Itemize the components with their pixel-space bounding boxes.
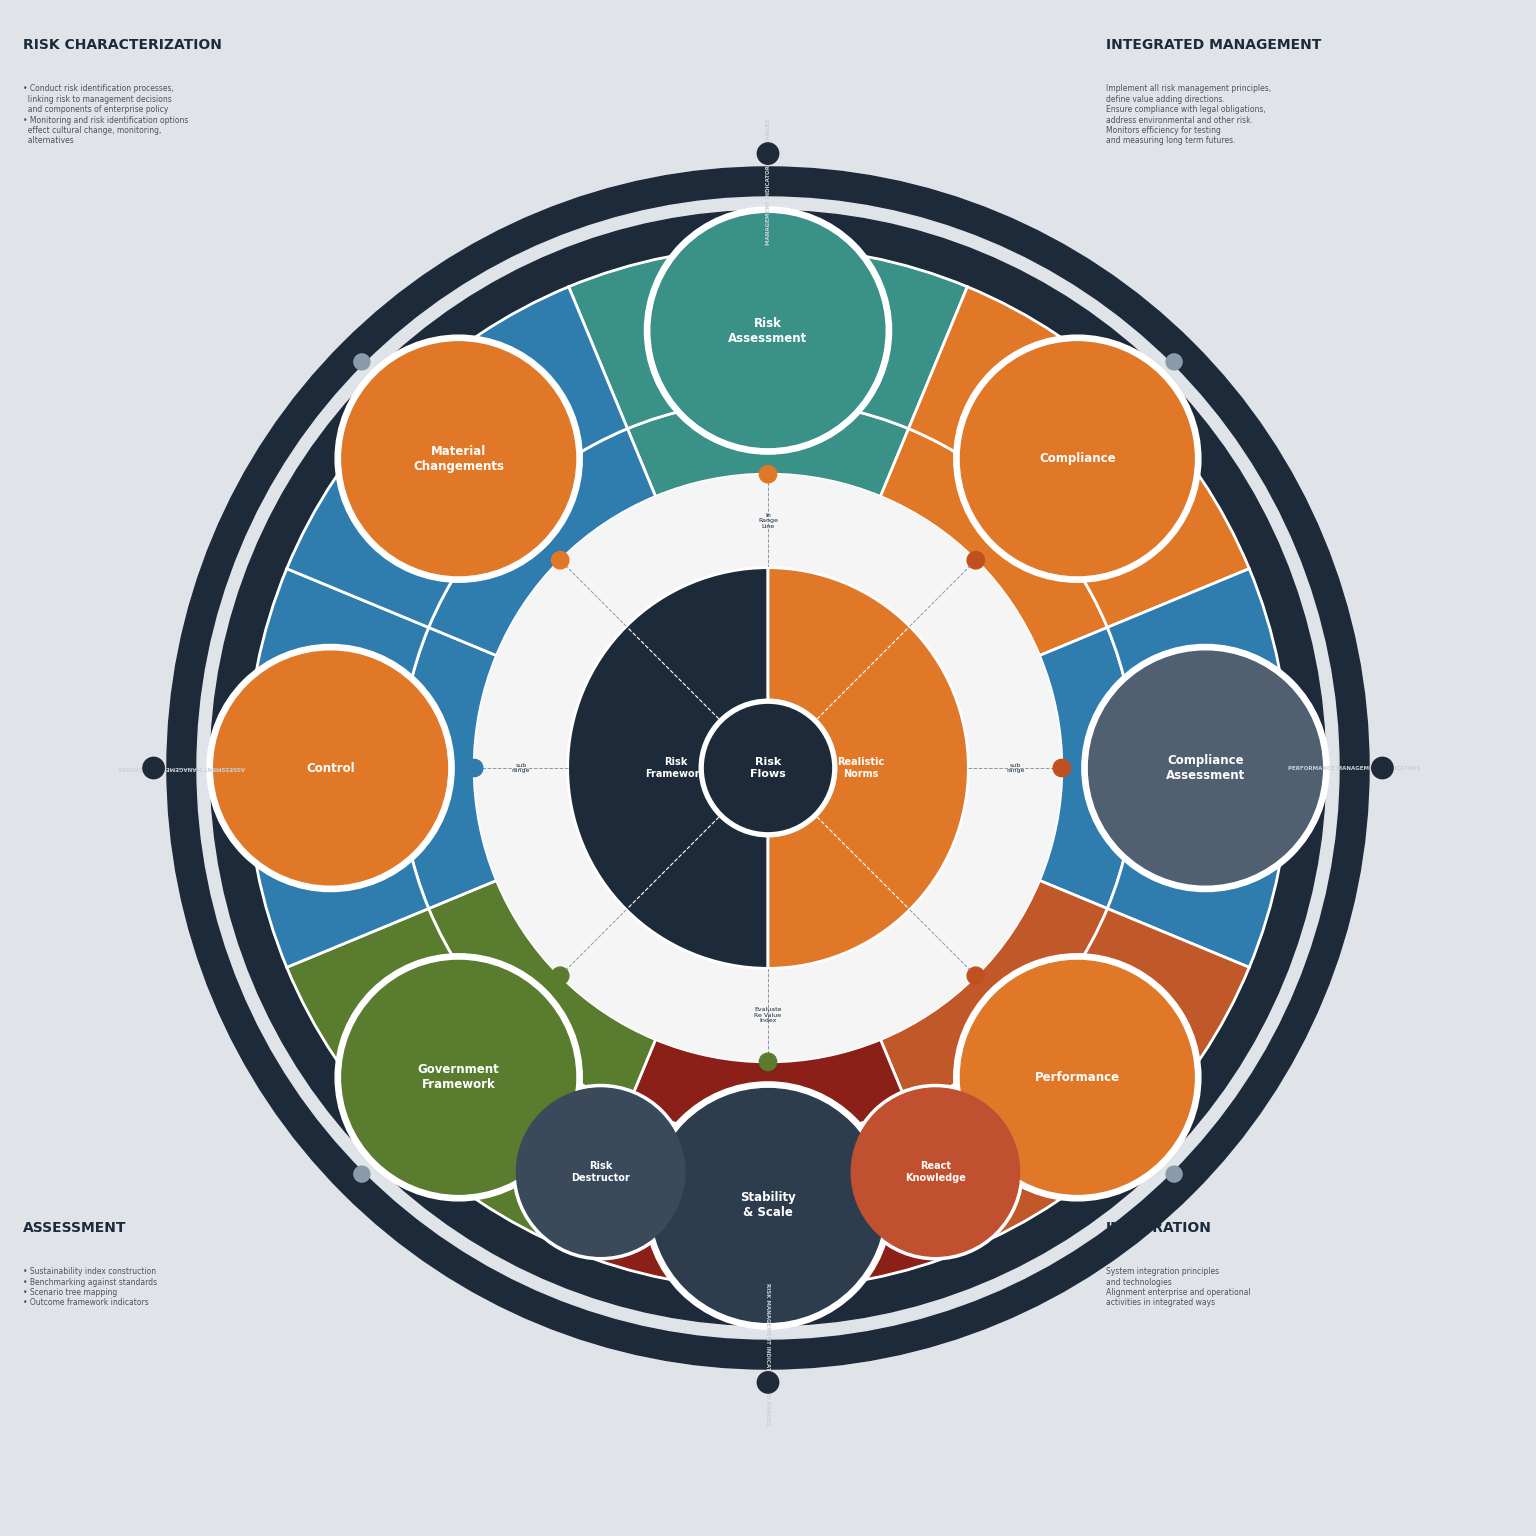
Text: RISK CHARACTERIZATION: RISK CHARACTERIZATION <box>23 38 221 52</box>
Wedge shape <box>909 909 1249 1249</box>
Text: Compliance
Assessment: Compliance Assessment <box>1089 742 1109 794</box>
Text: Realistic
Norms: Realistic Norms <box>837 757 883 779</box>
Circle shape <box>343 960 576 1193</box>
Circle shape <box>757 143 779 164</box>
Circle shape <box>143 757 164 779</box>
Circle shape <box>343 343 576 576</box>
Text: ASSESSMENT MANAGEMENT INDICATORS: ASSESSMENT MANAGEMENT INDICATORS <box>118 765 246 771</box>
Wedge shape <box>880 880 1107 1107</box>
Wedge shape <box>429 880 656 1107</box>
Wedge shape <box>568 247 968 429</box>
Text: Material
Changements: Material Changements <box>413 445 504 473</box>
Circle shape <box>757 1372 779 1393</box>
Text: Implement all risk management principles,
define value adding directions.
Ensure: Implement all risk management principles… <box>1106 84 1272 146</box>
Wedge shape <box>429 429 656 656</box>
Text: Proportional: Proportional <box>511 511 556 556</box>
Circle shape <box>968 551 985 568</box>
Wedge shape <box>247 568 429 968</box>
Circle shape <box>848 1084 1023 1260</box>
Text: Risk
Management: Risk Management <box>427 740 447 796</box>
Circle shape <box>516 1087 685 1256</box>
Text: INTEGRATION: INTEGRATION <box>1106 1221 1212 1235</box>
Circle shape <box>335 954 582 1201</box>
Circle shape <box>197 197 1339 1339</box>
Text: Risk
Flows: Risk Flows <box>750 757 786 779</box>
Circle shape <box>167 167 1369 1369</box>
Circle shape <box>645 1081 891 1329</box>
Circle shape <box>954 335 1201 582</box>
Text: Control: Control <box>306 762 355 774</box>
Text: Monitoring
Framework: Monitoring Framework <box>743 1089 793 1109</box>
Text: PERFORMANCE MANAGEMENT INDICATORS: PERFORMANCE MANAGEMENT INDICATORS <box>1287 765 1421 771</box>
Wedge shape <box>475 475 1061 1061</box>
Circle shape <box>551 968 568 985</box>
Wedge shape <box>568 1107 968 1289</box>
Text: sub
range: sub range <box>511 762 530 774</box>
Wedge shape <box>1107 568 1289 968</box>
Text: Evaluate
Re Value
Index: Evaluate Re Value Index <box>754 1006 782 1023</box>
Circle shape <box>1054 759 1071 777</box>
Circle shape <box>960 343 1193 576</box>
Text: Assessment
Points: Assessment Points <box>742 427 794 447</box>
Wedge shape <box>287 909 627 1249</box>
Wedge shape <box>768 568 968 968</box>
Circle shape <box>214 651 447 885</box>
Text: System integration principles
and technologies
Alignment enterprise and operatio: System integration principles and techno… <box>1106 1267 1250 1307</box>
Circle shape <box>353 353 370 370</box>
Text: Compliance
Assessment: Compliance Assessment <box>1166 754 1246 782</box>
Circle shape <box>247 247 1289 1289</box>
Circle shape <box>1089 651 1322 885</box>
Circle shape <box>1166 353 1183 370</box>
Circle shape <box>954 954 1201 1201</box>
Wedge shape <box>1040 627 1135 909</box>
Circle shape <box>759 1054 777 1071</box>
Circle shape <box>968 968 985 985</box>
Wedge shape <box>287 287 627 627</box>
Text: Stability
& Scale: Stability & Scale <box>740 1192 796 1220</box>
Text: Risk
Destructor: Risk Destructor <box>571 1161 630 1183</box>
Wedge shape <box>909 287 1249 627</box>
Wedge shape <box>627 1040 909 1135</box>
Circle shape <box>645 207 891 455</box>
Circle shape <box>705 705 831 831</box>
Circle shape <box>465 759 482 777</box>
Circle shape <box>247 247 1289 1289</box>
Circle shape <box>960 960 1193 1193</box>
Text: Risk
Assessment: Risk Assessment <box>728 316 808 344</box>
Text: • Sustainability index construction
• Benchmarking against standards
• Scenario : • Sustainability index construction • Be… <box>23 1267 157 1307</box>
Text: INTEGRATED MANAGEMENT: INTEGRATED MANAGEMENT <box>1106 38 1321 52</box>
Circle shape <box>335 335 582 582</box>
Text: Government
Framework: Government Framework <box>418 1063 499 1091</box>
Circle shape <box>651 1089 885 1322</box>
Circle shape <box>651 214 885 447</box>
Text: Performance: Performance <box>978 978 1025 1025</box>
Circle shape <box>513 1084 688 1260</box>
Circle shape <box>210 210 1326 1326</box>
Text: In
Range
Line: In Range Line <box>759 513 777 530</box>
Circle shape <box>759 465 777 482</box>
Text: Performance: Performance <box>1035 1071 1120 1084</box>
Circle shape <box>699 699 837 837</box>
Circle shape <box>551 551 568 568</box>
Text: Compliance: Compliance <box>982 513 1023 554</box>
Text: Compliance: Compliance <box>1038 452 1115 465</box>
Text: React
Knowledge: React Knowledge <box>905 1161 966 1183</box>
Text: MANAGEMENT INDICATORS AND RANGES: MANAGEMENT INDICATORS AND RANGES <box>765 118 771 246</box>
Circle shape <box>353 1166 370 1183</box>
Circle shape <box>207 645 455 891</box>
Text: Business
Process Cost: Business Process Cost <box>508 975 561 1028</box>
Circle shape <box>1166 1166 1183 1183</box>
Circle shape <box>1372 757 1393 779</box>
Wedge shape <box>880 429 1107 656</box>
Wedge shape <box>401 627 496 909</box>
Circle shape <box>1081 645 1329 891</box>
Text: Risk
Framework: Risk Framework <box>645 757 707 779</box>
Text: • Conduct risk identification processes,
  linking risk to management decisions
: • Conduct risk identification processes,… <box>23 84 189 146</box>
Text: sub
range: sub range <box>1006 762 1025 774</box>
Wedge shape <box>627 401 909 496</box>
Text: ASSESSMENT: ASSESSMENT <box>23 1221 126 1235</box>
Wedge shape <box>568 568 768 968</box>
Text: RISK MANAGEMENT INDICATORS AND RANGES: RISK MANAGEMENT INDICATORS AND RANGES <box>765 1283 771 1425</box>
Circle shape <box>851 1087 1020 1256</box>
